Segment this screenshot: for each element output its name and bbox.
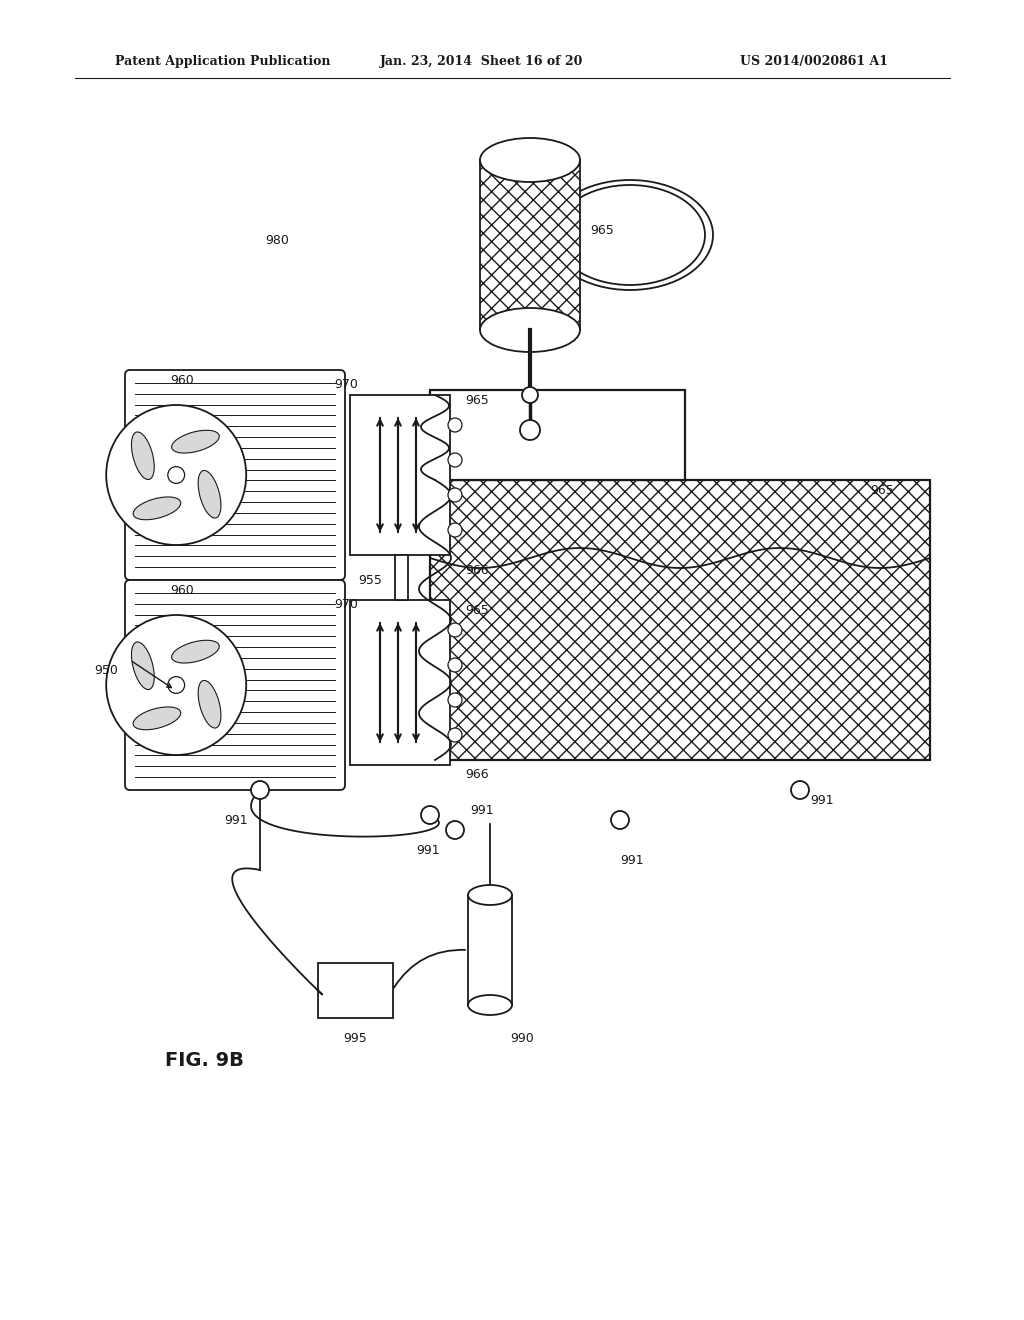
- Text: US 2014/0020861 A1: US 2014/0020861 A1: [740, 55, 888, 69]
- Text: 966: 966: [465, 564, 488, 577]
- Ellipse shape: [555, 185, 705, 285]
- Circle shape: [449, 657, 462, 672]
- Circle shape: [449, 453, 462, 467]
- Ellipse shape: [468, 884, 512, 906]
- Bar: [350, 395, 450, 554]
- Bar: [395, 554, 408, 601]
- Ellipse shape: [172, 640, 219, 663]
- Circle shape: [791, 781, 809, 799]
- Ellipse shape: [131, 432, 155, 479]
- Text: 950: 950: [94, 664, 118, 676]
- Circle shape: [449, 488, 462, 502]
- FancyBboxPatch shape: [125, 579, 345, 789]
- Bar: [430, 389, 685, 480]
- Text: 991: 991: [224, 813, 248, 826]
- Bar: [317, 962, 392, 1018]
- FancyBboxPatch shape: [125, 370, 345, 579]
- Circle shape: [449, 729, 462, 742]
- Ellipse shape: [131, 642, 155, 689]
- Circle shape: [168, 466, 184, 483]
- Ellipse shape: [468, 995, 512, 1015]
- Text: 991: 991: [810, 793, 834, 807]
- Ellipse shape: [199, 470, 221, 517]
- Circle shape: [106, 405, 246, 545]
- Ellipse shape: [133, 708, 181, 730]
- Ellipse shape: [199, 680, 221, 729]
- Bar: [430, 610, 450, 755]
- Circle shape: [522, 387, 538, 403]
- Bar: [430, 480, 930, 760]
- Text: 991: 991: [470, 804, 494, 817]
- Circle shape: [251, 781, 269, 799]
- Circle shape: [421, 807, 439, 824]
- Text: 980: 980: [265, 234, 289, 247]
- Circle shape: [520, 420, 540, 440]
- Text: 960: 960: [170, 374, 194, 387]
- Text: 965: 965: [590, 223, 613, 236]
- Circle shape: [449, 693, 462, 708]
- Text: 960: 960: [170, 583, 194, 597]
- Ellipse shape: [480, 308, 580, 352]
- Text: 991: 991: [417, 843, 440, 857]
- Circle shape: [106, 615, 246, 755]
- Text: 970: 970: [334, 379, 358, 392]
- Ellipse shape: [133, 496, 181, 520]
- Text: 995: 995: [343, 1031, 367, 1044]
- Text: FIG. 9B: FIG. 9B: [165, 1051, 244, 1069]
- Bar: [468, 895, 512, 1005]
- Text: 991: 991: [620, 854, 644, 866]
- Circle shape: [449, 523, 462, 537]
- Text: 990: 990: [510, 1031, 534, 1044]
- Text: 966: 966: [465, 768, 488, 781]
- Ellipse shape: [172, 430, 219, 453]
- Ellipse shape: [480, 139, 580, 182]
- Text: Patent Application Publication: Patent Application Publication: [115, 55, 331, 69]
- Text: 965: 965: [465, 393, 488, 407]
- Circle shape: [168, 677, 184, 693]
- Circle shape: [449, 418, 462, 432]
- Circle shape: [449, 623, 462, 638]
- Text: Jan. 23, 2014  Sheet 16 of 20: Jan. 23, 2014 Sheet 16 of 20: [380, 55, 584, 69]
- Text: 955: 955: [358, 573, 382, 586]
- Bar: [350, 601, 450, 766]
- Text: 965: 965: [465, 603, 488, 616]
- Text: 965: 965: [870, 483, 894, 496]
- Text: 970: 970: [334, 598, 358, 611]
- Circle shape: [446, 821, 464, 840]
- Bar: [480, 160, 580, 330]
- Circle shape: [611, 810, 629, 829]
- Bar: [430, 405, 450, 545]
